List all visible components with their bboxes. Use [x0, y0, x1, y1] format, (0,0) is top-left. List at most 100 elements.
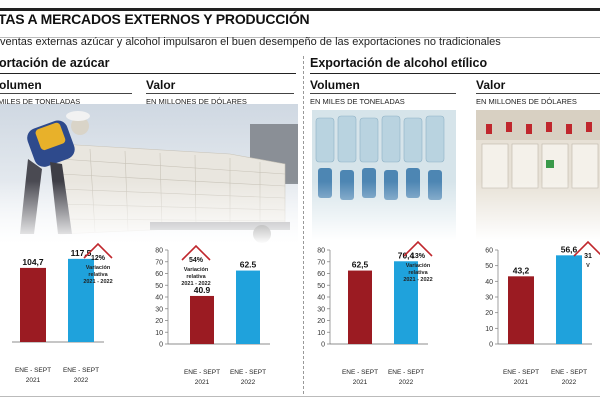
y-tick-label: 10 — [485, 326, 493, 333]
section-rule-alcohol — [310, 73, 600, 74]
bar-value-label: 70,4 — [398, 250, 415, 260]
y-tick-label: 50 — [155, 283, 163, 290]
unit-sugar-value: EN MILLONES DE DÓLARES — [146, 97, 247, 106]
section-title-sugar: ortación de azúcar — [0, 56, 110, 70]
y-tick-label: 60 — [155, 271, 163, 278]
sub-rule — [0, 93, 132, 94]
variation-percent: 13% — [411, 253, 426, 260]
variation-label: relativa — [408, 270, 428, 276]
variation-label: Variación — [184, 267, 209, 273]
bar-2022 — [556, 255, 582, 344]
unit-alcohol-volume: EN MILES DE TONELADAS — [310, 97, 405, 106]
sugar-sacks-photo — [0, 104, 298, 244]
y-tick-label: 30 — [155, 306, 163, 313]
chart-sugar-volume: 104,7 ENE - SEPT 2021 117,5 ENE - SEPT 2022 12… — [12, 242, 113, 384]
variation-label: 2021 - 2022 — [403, 277, 432, 283]
unit-sugar-volume: MILES DE TONELADAS — [0, 97, 81, 106]
bar-2021 — [508, 276, 534, 344]
title-bar — [0, 8, 600, 38]
y-tick-label: 50 — [485, 263, 493, 270]
bar-2021 — [348, 270, 372, 344]
variation-label: relativa — [186, 274, 206, 280]
footer-rule — [0, 396, 600, 397]
section-title-alcohol: Exportación de alcohol etílico — [310, 56, 488, 70]
variation-label: 2021 - 2022 — [181, 281, 210, 287]
y-tick-label: 0 — [321, 342, 325, 349]
chart-alcohol-value: 0 10 20 30 40 50 60 43,2 ENE - SEPT 2021 56,6 ENE -… — [485, 240, 600, 386]
x-tick-label: ENE - SEPT — [551, 369, 587, 376]
section-rule-sugar — [0, 73, 296, 74]
x-tick-label: ENE - SEPT — [388, 369, 424, 376]
y-tick-label: 20 — [317, 318, 325, 325]
bar-2022 — [236, 270, 260, 344]
bar-value-label: 43,2 — [513, 265, 530, 275]
unit-alcohol-value: EN MILLONES DE DÓLARES — [476, 97, 577, 106]
x-tick-label: ENE - SEPT — [503, 369, 539, 376]
bar-value-label: 104,7 — [22, 257, 44, 267]
x-tick-label: ENE - SEPT — [63, 367, 99, 374]
y-tick-label: 0 — [489, 342, 493, 349]
x-tick-label: ENE - SEPT — [15, 367, 51, 374]
chart-title-sugar-value: Valor — [146, 78, 176, 92]
bar-value-label: 117,5 — [71, 248, 92, 258]
chart-sugar-value: 0 10 20 30 40 50 60 70 80 40.9 ENE - SEPT 2021 62.5 E… — [155, 244, 270, 386]
y-tick-label: 70 — [155, 259, 163, 266]
y-tick-label: 40 — [485, 279, 493, 286]
chart-alcohol-volume: 0 10 20 30 40 50 60 70 80 62,5 ENE - SEPT 2021 70,4 E… — [317, 240, 433, 386]
x-tick-label: ENE - SEPT — [184, 369, 220, 376]
y-tick-label: 70 — [317, 259, 325, 266]
y-tick-label: 50 — [317, 283, 325, 290]
x-tick-label: 2022 — [399, 379, 414, 386]
y-tick-label: 10 — [317, 330, 325, 337]
x-tick-label: 2021 — [26, 377, 41, 384]
x-tick-label: ENE - SEPT — [342, 369, 378, 376]
variation-label: V — [586, 263, 590, 269]
chart-title-sugar-volume: olumen — [0, 78, 42, 92]
x-tick-label: 2021 — [195, 379, 210, 386]
section-divider — [303, 56, 304, 394]
bar-value-label: 62.5 — [240, 260, 257, 270]
sub-rule — [310, 93, 456, 94]
chart-title-alcohol-value: Valor — [476, 78, 506, 92]
y-tick-label: 20 — [155, 318, 163, 325]
x-tick-label: 2021 — [514, 379, 529, 386]
variation-label: Variación — [86, 265, 111, 271]
sub-rule — [476, 93, 600, 94]
y-tick-label: 10 — [155, 330, 163, 337]
y-tick-label: 20 — [485, 310, 493, 317]
y-tick-label: 0 — [159, 342, 163, 349]
bar-2022 — [68, 258, 94, 342]
y-tick-label: 80 — [317, 248, 325, 255]
y-tick-label: 60 — [485, 248, 493, 255]
page-subtitle: ventas externas azúcar y alcohol impulsa… — [0, 36, 501, 48]
lab-equipment-photo — [476, 110, 600, 240]
variation-percent: 54% — [189, 257, 204, 264]
sub-rule — [146, 93, 294, 94]
alcohol-bottles-photo — [312, 110, 456, 240]
arrow-up-icon — [83, 242, 113, 259]
arrow-up-icon — [573, 240, 600, 257]
y-tick-label: 30 — [317, 306, 325, 313]
variation-percent: 12% — [91, 255, 106, 262]
bar-value-label: 56,6 — [561, 244, 578, 254]
x-tick-label: 2022 — [74, 377, 89, 384]
arrow-up-icon — [403, 240, 433, 257]
x-tick-label: 2022 — [562, 379, 577, 386]
y-tick-label: 30 — [485, 295, 493, 302]
x-tick-label: 2021 — [353, 379, 368, 386]
bar-2021 — [190, 295, 214, 344]
arrow-up-icon — [181, 244, 211, 261]
y-tick-label: 40 — [155, 295, 163, 302]
y-tick-label: 40 — [317, 295, 325, 302]
y-tick-label: 80 — [155, 248, 163, 255]
y-tick-label: 60 — [317, 271, 325, 278]
x-tick-label: 2022 — [241, 379, 256, 386]
bar-2022 — [394, 261, 418, 344]
bar-value-label: 62,5 — [352, 260, 369, 270]
variation-label: Variación — [406, 263, 431, 269]
variation-percent: 31 — [584, 253, 592, 260]
chart-title-alcohol-volume: Volumen — [310, 78, 360, 92]
variation-label: relativa — [88, 272, 108, 278]
x-tick-label: ENE - SEPT — [230, 369, 266, 376]
bar-2021 — [20, 267, 46, 342]
